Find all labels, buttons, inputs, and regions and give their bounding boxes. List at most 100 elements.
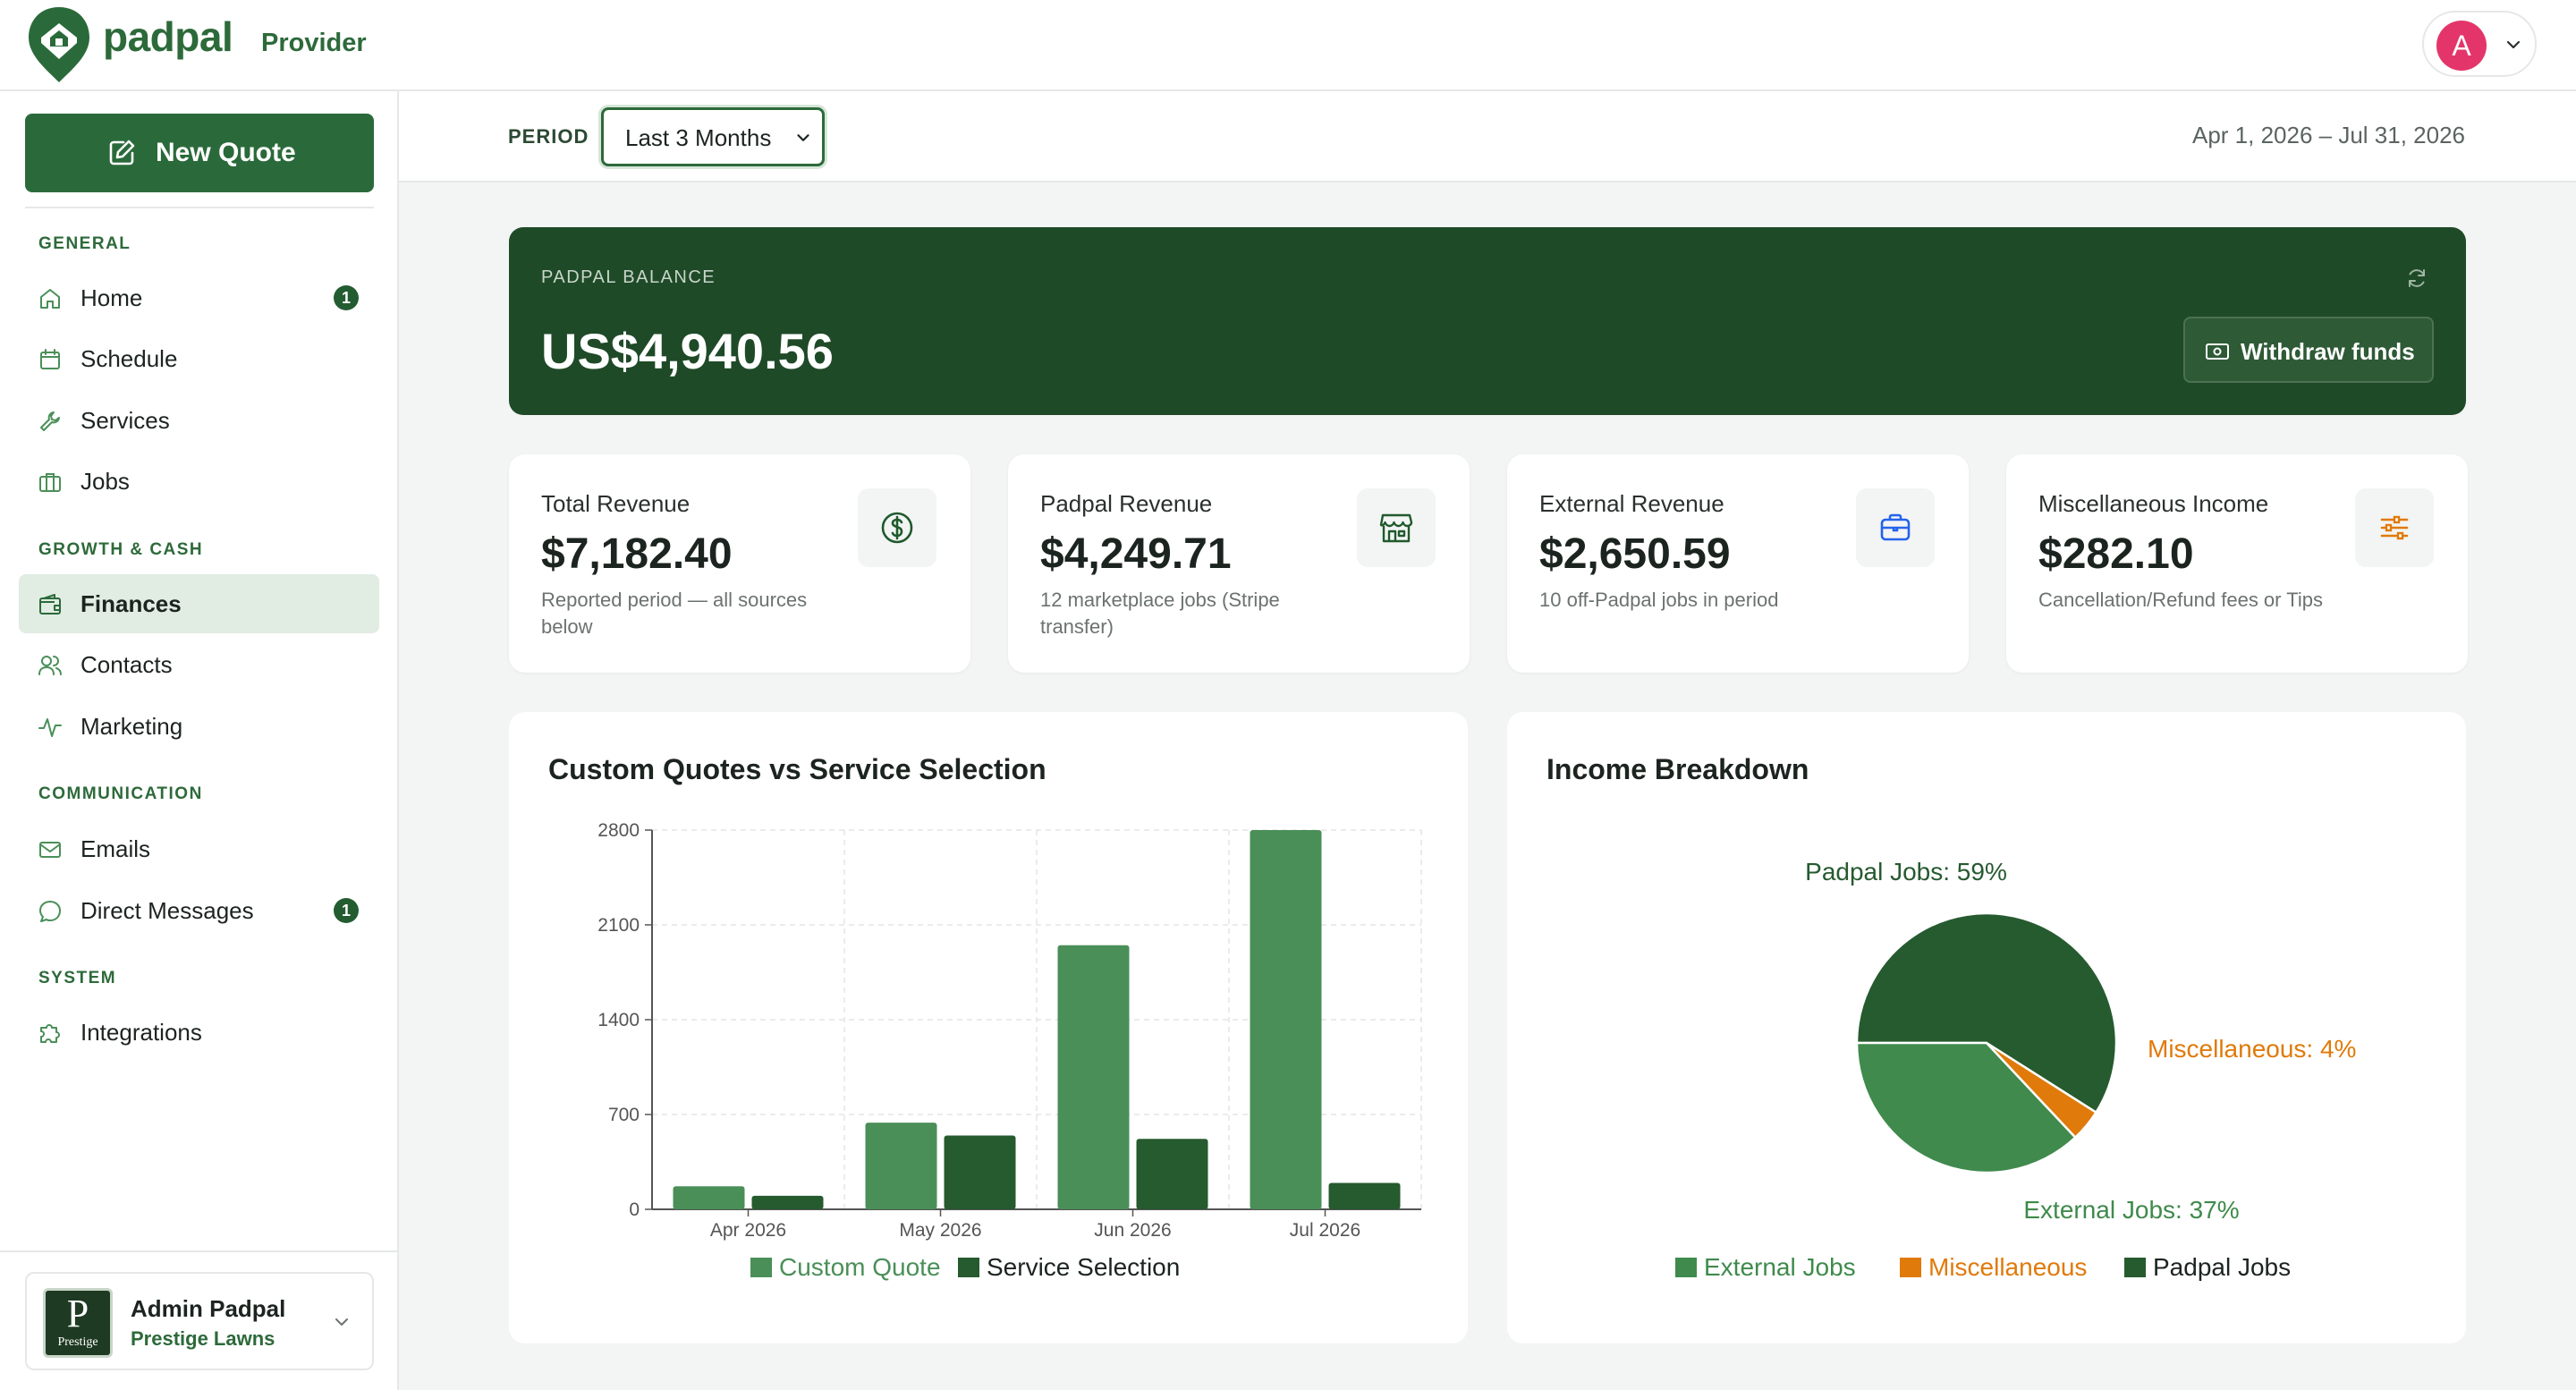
chevron-down-icon[interactable] — [2503, 34, 2524, 55]
bar-custom-quote[interactable] — [1057, 945, 1130, 1209]
divider — [25, 207, 374, 208]
stat-card-padpal-revenue: Padpal Revenue $4,249.71 12 marketplace … — [1008, 454, 1470, 673]
mail-icon — [39, 842, 61, 858]
bar-custom-quote[interactable] — [673, 1186, 745, 1209]
sidebar-item-jobs[interactable]: Jobs — [19, 452, 379, 511]
stat-icon-box — [858, 488, 936, 567]
y-tick-label: 0 — [629, 1199, 640, 1220]
bar-service-selection[interactable] — [1328, 1182, 1401, 1209]
legend-label[interactable]: External Jobs — [1704, 1253, 1856, 1281]
section-label-general: GENERAL — [38, 234, 131, 253]
pie-label: Miscellaneous: 4% — [2148, 1035, 2356, 1063]
legend-label[interactable]: Miscellaneous — [1928, 1253, 2087, 1281]
pie-label: Padpal Jobs: 59% — [1805, 858, 2007, 886]
stat-title: Miscellaneous Income — [2038, 490, 2269, 517]
period-toolbar: PERIOD Last 3 Months Apr 1, 2026 – Jul 3… — [399, 91, 2576, 182]
padpal-logo-icon[interactable] — [25, 4, 93, 86]
bar-chart-panel: Custom Quotes vs Service Selection 0 700 1… — [509, 712, 1468, 1343]
sliders-icon — [2380, 515, 2409, 540]
company-logo-text: Prestige — [57, 1335, 98, 1349]
y-tick-label: 700 — [608, 1105, 640, 1125]
stat-value: $7,182.40 — [541, 530, 733, 578]
sidebar-item-label: Schedule — [80, 345, 178, 372]
legend-label[interactable]: Service Selection — [987, 1253, 1180, 1281]
withdraw-funds-button[interactable]: Withdraw funds — [2183, 317, 2434, 383]
banknote-icon — [2206, 343, 2229, 360]
stat-card-total-revenue: Total Revenue $7,182.40 Reported period … — [509, 454, 970, 673]
sidebar-item-label: Contacts — [80, 651, 173, 678]
balance-label: PADPAL BALANCE — [541, 267, 716, 287]
bar-custom-quote[interactable] — [865, 1123, 937, 1209]
stat-value: $282.10 — [2038, 530, 2194, 578]
refresh-icon[interactable] — [2405, 267, 2428, 290]
bar-chart: 0 700 1400 2100 2800 Apr 2026 May 2026 Jun 2026… — [597, 820, 1422, 1281]
account-switcher[interactable]: P Prestige Admin Padpal Prestige Lawns — [25, 1272, 374, 1370]
y-tick-label: 2100 — [597, 915, 640, 936]
stat-description: Cancellation/Refund fees or Tips — [2038, 589, 2323, 611]
stat-description: 10 off-Padpal jobs in period — [1539, 589, 1779, 611]
pie-label: External Jobs: 37% — [2023, 1196, 2239, 1224]
sidebar-item-finances[interactable]: Finances — [19, 574, 379, 633]
legend-label[interactable]: Padpal Jobs — [2153, 1253, 2291, 1281]
sidebar-item-label: Finances — [80, 590, 182, 617]
company-logo-letter: P — [66, 1292, 89, 1335]
stat-title: Total Revenue — [541, 490, 691, 517]
stat-card-external-revenue: External Revenue $2,650.59 10 off-Padpal… — [1507, 454, 1969, 673]
sidebar-item-label: Services — [80, 407, 170, 434]
y-tick-label: 1400 — [597, 1010, 640, 1030]
sidebar-item-services[interactable]: Services — [19, 391, 379, 450]
briefcase-icon — [1880, 513, 1911, 541]
company-logo: P Prestige — [43, 1288, 113, 1358]
bar-service-selection[interactable] — [944, 1135, 1016, 1209]
sidebar-item-integrations[interactable]: Integrations — [19, 1003, 379, 1062]
section-label-system: SYSTEM — [38, 969, 117, 987]
account-menu[interactable]: A — [2422, 11, 2537, 77]
sidebar-item-contacts[interactable]: Contacts — [19, 635, 379, 694]
period-select[interactable]: Last 3 Months — [601, 107, 825, 166]
balance-amount: US$4,940.56 — [541, 323, 834, 379]
sidebar-item-label: Emails — [80, 835, 151, 862]
pie-slice-external-jobs[interactable] — [1855, 1041, 2078, 1174]
account-org: Prestige Lawns — [131, 1327, 275, 1350]
stat-title: External Revenue — [1539, 490, 1724, 517]
legend-swatch — [750, 1258, 772, 1277]
account-name: Admin Padpal — [131, 1295, 286, 1322]
sidebar-item-home[interactable]: Home 1 — [19, 268, 379, 327]
bar-service-selection[interactable] — [1136, 1139, 1208, 1209]
sidebar-item-marketing[interactable]: Marketing — [19, 697, 379, 756]
divider — [0, 1250, 397, 1252]
pie-slice-padpal-jobs[interactable] — [1855, 911, 2118, 1115]
legend-label[interactable]: Custom Quote — [779, 1253, 941, 1281]
chart-title: Income Breakdown — [1546, 753, 1809, 785]
sidebar-item-label: Integrations — [80, 1019, 202, 1046]
sidebar-item-direct-messages[interactable]: Direct Messages 1 — [19, 881, 379, 940]
balance-card: PADPAL BALANCE US$4,940.56 Withdraw fund… — [509, 227, 2466, 415]
stat-icon-box — [1357, 488, 1436, 567]
x-tick-label: Apr 2026 — [710, 1220, 786, 1241]
new-quote-button[interactable]: New Quote — [25, 114, 374, 192]
section-label-communication: COMMUNICATION — [38, 784, 203, 803]
chevron-down-icon — [797, 134, 809, 141]
calendar-icon — [40, 349, 60, 369]
brand-name: padpal — [103, 13, 233, 60]
users-icon — [38, 656, 62, 675]
period-label: PERIOD — [508, 125, 589, 148]
legend-swatch — [1675, 1258, 1697, 1277]
avatar[interactable]: A — [2436, 21, 2487, 71]
bar-service-selection[interactable] — [751, 1195, 824, 1209]
wrench-icon — [40, 411, 60, 431]
sidebar-item-emails[interactable]: Emails — [19, 819, 379, 878]
bar-custom-quote[interactable] — [1250, 830, 1322, 1209]
puzzle-icon — [40, 1024, 60, 1043]
stat-title: Padpal Revenue — [1040, 490, 1213, 517]
legend-swatch — [2124, 1258, 2146, 1277]
chart-title: Custom Quotes vs Service Selection — [548, 753, 1046, 785]
sidebar-item-schedule[interactable]: Schedule — [19, 329, 379, 388]
legend-swatch — [958, 1258, 979, 1277]
chevron-down-icon[interactable] — [331, 1311, 352, 1333]
brand-product: Provider — [261, 29, 367, 57]
section-label-growth: GROWTH & CASH — [38, 540, 204, 559]
y-tick-label: 2800 — [597, 820, 640, 841]
sidebar-item-label: Jobs — [80, 468, 130, 495]
stat-value: $2,650.59 — [1539, 530, 1731, 578]
